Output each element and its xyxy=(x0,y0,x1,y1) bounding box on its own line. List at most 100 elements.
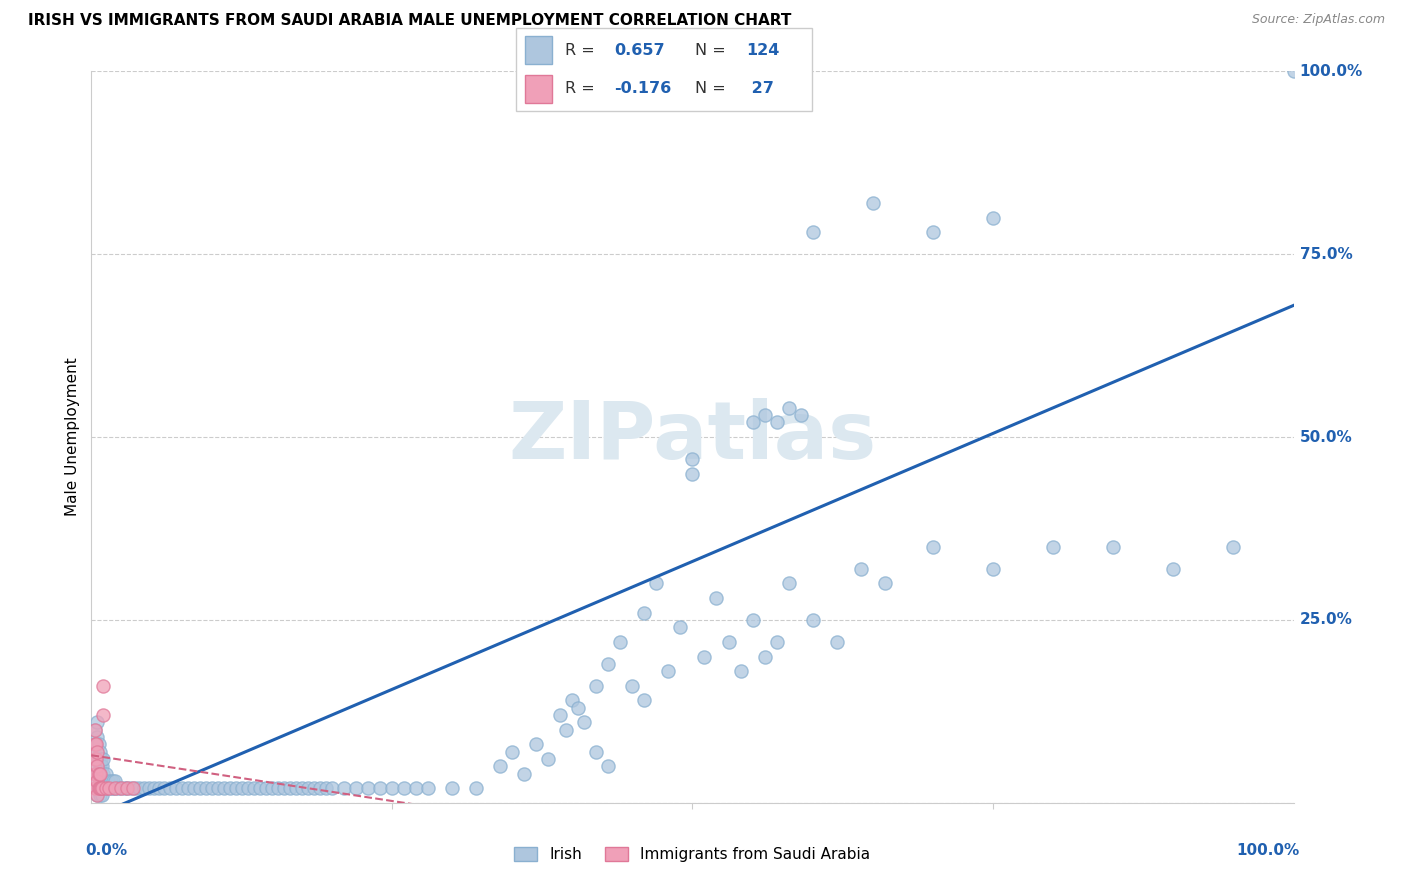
Point xyxy=(194,781,217,796)
Point xyxy=(93,679,115,693)
Point xyxy=(645,576,668,591)
Point xyxy=(754,408,776,422)
Point xyxy=(585,679,607,693)
Point xyxy=(308,781,330,796)
Point xyxy=(86,759,108,773)
Point xyxy=(368,781,391,796)
Point xyxy=(86,789,108,803)
Point xyxy=(87,781,110,796)
Point xyxy=(117,781,139,796)
Point xyxy=(706,591,728,605)
Point xyxy=(465,781,488,796)
Point xyxy=(138,781,160,796)
Point xyxy=(778,576,800,591)
Point xyxy=(84,766,107,780)
Point xyxy=(862,196,884,211)
Point xyxy=(278,781,301,796)
Point xyxy=(524,737,547,751)
Point xyxy=(1042,540,1064,554)
Point xyxy=(621,679,644,693)
Point xyxy=(93,708,115,723)
Point xyxy=(89,773,111,788)
Point xyxy=(778,401,800,415)
Point xyxy=(242,781,264,796)
Point xyxy=(93,766,115,780)
Point xyxy=(84,781,107,796)
Point xyxy=(273,781,295,796)
Point xyxy=(315,781,337,796)
Bar xyxy=(526,75,553,103)
Point xyxy=(693,649,716,664)
Point xyxy=(90,752,112,766)
Text: 0.657: 0.657 xyxy=(614,43,665,58)
Point xyxy=(489,759,512,773)
Point xyxy=(789,408,811,422)
Point xyxy=(267,781,290,796)
Point xyxy=(513,766,536,780)
Point xyxy=(873,576,896,591)
Legend: Irish, Immigrants from Saudi Arabia: Irish, Immigrants from Saudi Arabia xyxy=(509,841,876,868)
Point xyxy=(537,752,560,766)
Point xyxy=(176,781,198,796)
Point xyxy=(117,781,139,796)
Point xyxy=(333,781,356,796)
Point xyxy=(574,715,596,730)
Point xyxy=(84,737,107,751)
Point xyxy=(598,657,620,671)
Point xyxy=(555,723,578,737)
Point xyxy=(225,781,247,796)
Point xyxy=(114,781,136,796)
Point xyxy=(91,789,114,803)
Point xyxy=(87,737,110,751)
Text: 50.0%: 50.0% xyxy=(1299,430,1353,444)
Point xyxy=(93,752,115,766)
Point xyxy=(357,781,380,796)
Point xyxy=(90,766,112,780)
Point xyxy=(741,613,763,627)
Point xyxy=(84,737,107,751)
Point xyxy=(585,745,607,759)
Text: N =: N = xyxy=(695,81,731,96)
Point xyxy=(922,540,945,554)
Point xyxy=(84,723,107,737)
Point xyxy=(159,781,181,796)
Text: 100.0%: 100.0% xyxy=(1236,843,1299,858)
Point xyxy=(801,613,824,627)
Point xyxy=(730,664,752,678)
Point xyxy=(440,781,463,796)
Point xyxy=(87,766,110,780)
Point xyxy=(741,416,763,430)
Point xyxy=(152,781,174,796)
Point xyxy=(567,700,589,714)
Point xyxy=(609,635,631,649)
Point xyxy=(91,773,114,788)
Point xyxy=(142,781,165,796)
Point xyxy=(84,752,107,766)
Point xyxy=(260,781,283,796)
Point xyxy=(297,781,319,796)
Point xyxy=(100,781,122,796)
Point xyxy=(100,773,122,788)
Point xyxy=(254,781,277,796)
Point xyxy=(86,745,108,759)
Point xyxy=(91,781,114,796)
Text: R =: R = xyxy=(565,81,599,96)
Text: -0.176: -0.176 xyxy=(614,81,672,96)
Point xyxy=(104,781,127,796)
Point xyxy=(134,781,156,796)
Point xyxy=(765,635,787,649)
Point xyxy=(104,781,127,796)
Point xyxy=(87,781,110,796)
Point xyxy=(416,781,439,796)
Point xyxy=(110,781,132,796)
FancyBboxPatch shape xyxy=(516,28,813,111)
Point xyxy=(90,781,112,796)
Point xyxy=(165,781,187,796)
Point xyxy=(128,781,150,796)
Text: 124: 124 xyxy=(747,43,779,58)
Point xyxy=(981,211,1004,225)
Point xyxy=(89,789,111,803)
Point xyxy=(236,781,259,796)
Point xyxy=(84,781,107,796)
Point xyxy=(101,781,124,796)
